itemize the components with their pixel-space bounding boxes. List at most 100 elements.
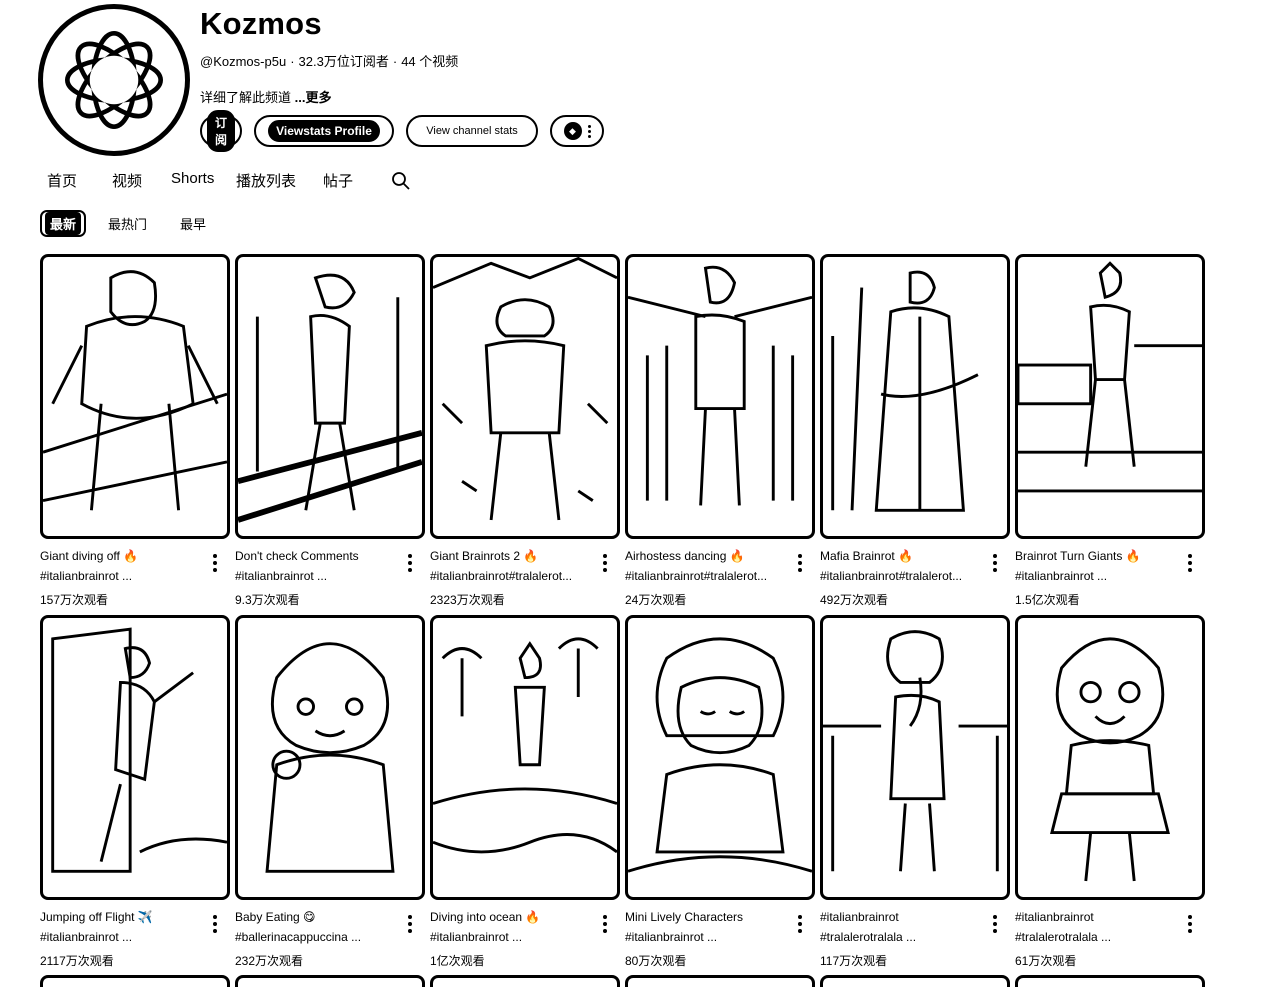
chip-latest[interactable]: 最新 [40,210,87,237]
short-hashtags[interactable]: #ballerinacappuccina ... [235,930,362,944]
short-hashtags[interactable]: #italianbrainrot ... [1015,569,1108,583]
short-card-peek[interactable] [430,975,620,987]
subscribe-label: 订阅 [207,110,236,152]
short-hashtags[interactable]: #italianbrainrot ... [40,569,133,583]
subscriber-count: 32.3万位订阅者 [298,54,389,69]
short-title[interactable]: #italianbrainrot [1015,910,1094,924]
more-options-icon[interactable] [602,554,608,572]
short-card[interactable]: Diving into ocean 🔥 #italianbrainrot ...… [430,615,620,968]
tab-videos[interactable]: 视频 [112,173,143,190]
short-hashtags[interactable]: #italianbrainrot ... [235,569,328,583]
sleeping-baby-thumbnail [628,637,812,873]
more-link[interactable]: ...更多 [294,90,332,105]
short-card-peek[interactable] [40,975,230,987]
tab-shorts[interactable]: Shorts [171,170,215,187]
short-hashtags[interactable]: #italianbrainrot ... [40,930,133,944]
more-options-icon[interactable] [992,554,998,572]
diving-ocean-thumbnail [433,637,617,854]
view-channel-stats-button[interactable]: View channel stats [406,115,538,147]
short-card[interactable]: Airhostess dancing 🔥 #italianbrainrot#tr… [625,254,815,607]
more-options-icon[interactable] [407,554,413,572]
short-title[interactable]: Don't check Comments [235,549,359,563]
chip-latest-label: 最新 [45,212,82,235]
short-title[interactable]: Giant Brainrots 2 🔥 [430,549,539,563]
subscribe-button[interactable]: 订阅 [200,110,242,152]
chip-popular[interactable]: 最热门 [108,217,148,232]
short-title[interactable]: Airhostess dancing 🔥 [625,549,745,563]
short-card-peek[interactable] [820,975,1010,987]
short-card-peek[interactable] [625,975,815,987]
channel-avatar[interactable] [38,4,190,156]
short-thumbnail[interactable] [430,254,620,539]
short-hashtags[interactable]: #italianbrainrot#tralalerot... [625,569,768,583]
short-card[interactable]: Mini Lively Characters #italianbrainrot … [625,615,815,968]
short-thumbnail[interactable] [235,254,425,539]
more-options-icon[interactable] [992,915,998,933]
description-text: 详细了解此频道 [200,90,292,105]
short-hashtags[interactable]: #italianbrainrot#tralalerot... [430,569,573,583]
kozmos-logo-icon [65,31,163,129]
short-title[interactable]: Jumping off Flight ✈️ [40,910,153,924]
short-card-peek[interactable] [1015,975,1205,987]
short-hashtags[interactable]: #italianbrainrot ... [430,930,523,944]
short-views: 1.5亿次观看 [1015,593,1080,607]
short-views: 2117万次观看 [40,954,114,968]
short-views: 9.3万次观看 [235,593,300,607]
short-thumbnail[interactable] [1015,254,1205,539]
muscular-giant-thumbnail [43,270,227,511]
chip-oldest[interactable]: 最早 [180,217,207,232]
more-vertical-icon [587,124,591,138]
short-hashtags[interactable]: #italianbrainrot ... [625,930,718,944]
short-card[interactable]: Jumping off Flight ✈️ #italianbrainrot .… [40,615,230,968]
short-card-peek[interactable] [235,975,425,987]
more-options-icon[interactable] [212,554,218,572]
more-options-icon[interactable] [797,915,803,933]
elephant-stewardess-thumbnail [823,630,1007,872]
more-options-icon[interactable] [797,554,803,572]
short-thumbnail[interactable] [625,615,815,900]
short-thumbnail[interactable] [430,615,620,900]
mafia-brainrot-thumbnail [831,270,979,512]
short-card[interactable]: Don't check Comments #italianbrainrot ..… [235,254,425,607]
short-title[interactable]: Giant diving off 🔥 [40,549,139,563]
more-options-icon[interactable] [407,915,413,933]
tab-playlists[interactable]: 播放列表 [236,173,297,190]
short-card[interactable]: Giant Brainrots 2 🔥 #italianbrainrot#tra… [430,254,620,607]
more-options-icon[interactable] [602,915,608,933]
short-title[interactable]: Mini Lively Characters [625,910,744,924]
short-card[interactable]: Mafia Brainrot 🔥 #italianbrainrot#tralal… [820,254,1010,607]
more-options-icon[interactable] [212,915,218,933]
short-thumbnail[interactable] [820,254,1010,539]
tab-home[interactable]: 首页 [47,173,78,190]
short-title[interactable]: Diving into ocean 🔥 [430,910,541,924]
brainrot-giants-thumbnail [1018,261,1202,493]
tab-posts[interactable]: 帖子 [323,173,354,190]
channel-description[interactable]: 详细了解此频道 ...更多 [200,87,331,106]
short-thumbnail[interactable] [1015,615,1205,900]
short-views: 24万次观看 [625,593,687,607]
short-thumbnail[interactable] [625,254,815,539]
more-options-icon[interactable] [1187,554,1193,572]
short-hashtags[interactable]: #italianbrainrot#tralalerot... [820,569,963,583]
more-options-icon[interactable] [1187,915,1193,933]
jumping-flight-thumbnail [51,627,227,873]
short-thumbnail[interactable] [40,615,230,900]
short-card[interactable]: Baby Eating 😋 #ballerinacappuccina ... 2… [235,615,425,968]
extension-menu-button[interactable]: ◆ [550,115,604,147]
short-title[interactable]: Brainrot Turn Giants 🔥 [1015,549,1141,563]
short-hashtags[interactable]: #tralalerotralala ... [820,930,917,944]
short-card[interactable]: Giant diving off 🔥 #italianbrainrot ... … [40,254,230,607]
short-thumbnail[interactable] [235,615,425,900]
search-icon[interactable] [391,171,411,191]
short-title[interactable]: Baby Eating 😋 [235,910,316,924]
short-thumbnail[interactable] [820,615,1010,900]
short-views: 492万次观看 [820,593,889,607]
short-title[interactable]: Mafia Brainrot 🔥 [820,549,913,563]
short-thumbnail[interactable] [40,254,230,539]
short-card[interactable]: #italianbrainrot #tralalerotralala ... 1… [820,615,1010,968]
short-hashtags[interactable]: #tralalerotralala ... [1015,930,1112,944]
short-card[interactable]: #italianbrainrot #tralalerotralala ... 6… [1015,615,1205,968]
short-title[interactable]: #italianbrainrot [820,910,899,924]
short-card[interactable]: Brainrot Turn Giants 🔥 #italianbrainrot … [1015,254,1205,607]
viewstats-profile-button[interactable]: Viewstats Profile [254,115,394,147]
